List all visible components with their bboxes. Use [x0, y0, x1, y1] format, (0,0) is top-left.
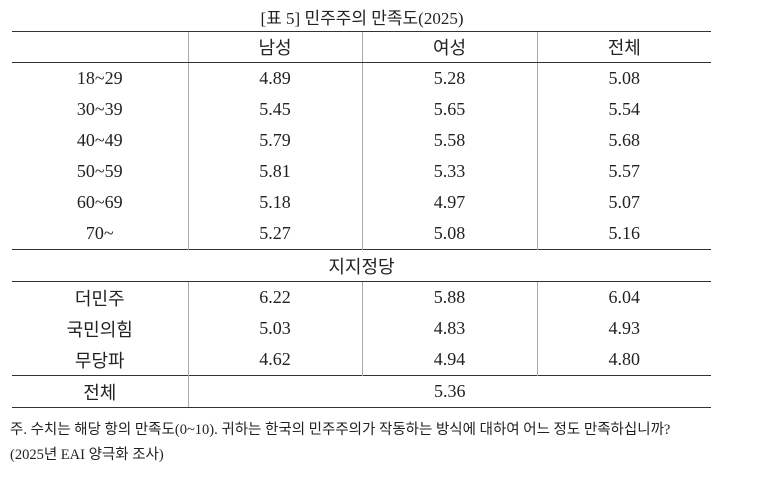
- value-cell: 5.33: [361, 156, 537, 187]
- value-cell: 5.16: [536, 218, 711, 250]
- row-label: 30~39: [76, 99, 123, 119]
- value-cell: 4.80: [536, 344, 711, 376]
- column-header: 전체: [536, 31, 711, 63]
- value-cell: 4.97: [361, 187, 537, 218]
- header-cell: [12, 31, 188, 63]
- data-table: 남성 여성 전체 18~29 4.89 5.28 5.08 30~39 5.45 5.65 5.54…: [12, 31, 711, 408]
- table-row: 18~29 4.89 5.28 5.08: [12, 62, 711, 94]
- footnote: 주. 수치는 해당 항의 만족도(0~10). 귀하는 한국의 민주주의가 작동…: [10, 422, 671, 438]
- value-cell: 5.45: [187, 94, 362, 125]
- table-row: 무당파 4.62 4.94 4.80: [12, 344, 711, 376]
- table-row: 40~49 5.79 5.58 5.68: [12, 125, 711, 156]
- value-cell: 5.07: [536, 187, 711, 218]
- value-cell: 4.94: [361, 344, 537, 376]
- value-cell: 5.18: [187, 187, 362, 218]
- value-cell: 5.79: [187, 125, 362, 156]
- table-row: 더민주 6.22 5.88 6.04: [12, 281, 711, 313]
- row-label: 60~69: [76, 192, 123, 212]
- row-label: 국민의힘: [66, 319, 133, 340]
- table-row: 전체 5.36: [12, 375, 711, 408]
- row-label: 70~: [85, 223, 114, 243]
- value-cell: 4.89: [187, 62, 362, 94]
- value-cell: 5.57: [536, 156, 711, 187]
- value-cell: 5.58: [361, 125, 537, 156]
- table-row: 30~39 5.45 5.65 5.54: [12, 94, 711, 125]
- value-cell: 5.28: [361, 62, 537, 94]
- value-cell: 5.68: [536, 125, 711, 156]
- column-header: 남성: [187, 31, 362, 63]
- value-cell: 5.27: [187, 218, 362, 250]
- row-label: 무당파: [74, 350, 125, 371]
- row-label: 18~29: [76, 68, 123, 88]
- value-cell: 5.54: [536, 94, 711, 125]
- value-cell: 5.08: [536, 62, 711, 94]
- value-cell: 4.93: [536, 313, 711, 344]
- section-header: 지지정당: [12, 249, 711, 282]
- table-row: 70~ 5.27 5.08 5.16: [12, 218, 711, 250]
- table-row: 60~69 5.18 4.97 5.07: [12, 187, 711, 218]
- row-label: 40~49: [76, 130, 123, 150]
- value-cell: 6.22: [187, 281, 362, 313]
- value-cell: 5.08: [361, 218, 537, 250]
- table-row: 지지정당: [12, 249, 711, 282]
- value-cell: 6.04: [536, 281, 711, 313]
- value-cell: 4.62: [187, 344, 362, 376]
- value-cell: 5.81: [187, 156, 362, 187]
- value-cell: 5.36: [187, 375, 711, 408]
- source-note: (2025년 EAI 양극화 조사): [10, 447, 164, 463]
- value-cell: 4.83: [361, 313, 537, 344]
- value-cell: 5.88: [361, 281, 537, 313]
- table-title: [표 5] 민주주의 만족도(2025): [260, 9, 464, 28]
- table-row: 국민의힘 5.03 4.83 4.93: [12, 313, 711, 344]
- row-label: 전체: [12, 375, 188, 408]
- table-row: 남성 여성 전체: [12, 31, 711, 63]
- value-cell: 5.65: [361, 94, 537, 125]
- row-label: 50~59: [76, 161, 123, 181]
- column-header: 여성: [361, 31, 537, 63]
- value-cell: 5.03: [187, 313, 362, 344]
- table-row: 50~59 5.81 5.33 5.57: [12, 156, 711, 187]
- row-label: 더민주: [74, 288, 125, 309]
